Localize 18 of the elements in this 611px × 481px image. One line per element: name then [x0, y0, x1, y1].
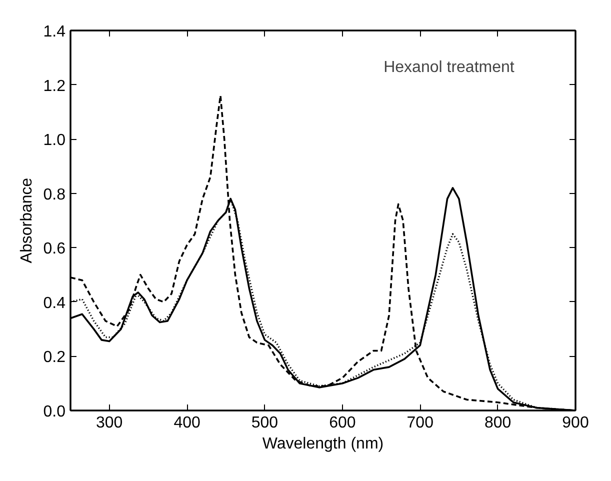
y-tick-label: 1.4: [43, 24, 66, 40]
y-tick-label: 0.2: [43, 349, 66, 366]
x-tick-label: 600: [329, 414, 356, 432]
x-axis-title: Wavelength (nm): [262, 436, 384, 452]
annotation: Hexanol treatment: [384, 59, 515, 76]
y-tick-label: 0.0: [43, 404, 66, 420]
y-tick-label: 1.0: [43, 132, 66, 150]
y-tick-label: 0.4: [43, 294, 66, 312]
y-tick-label: 0.6: [43, 240, 66, 258]
x-tick-label: 900: [562, 414, 589, 432]
x-tick-label: 300: [96, 414, 123, 432]
x-tick-label: 400: [174, 414, 200, 432]
x-tick-label: 700: [406, 414, 434, 432]
y-tick-label: 1.2: [43, 78, 66, 95]
x-tick-label: 800: [484, 414, 512, 432]
x-tick-label: 500: [251, 414, 278, 432]
y-axis-title: Absorbance: [18, 178, 36, 264]
y-tick-label: 0.8: [43, 186, 66, 204]
